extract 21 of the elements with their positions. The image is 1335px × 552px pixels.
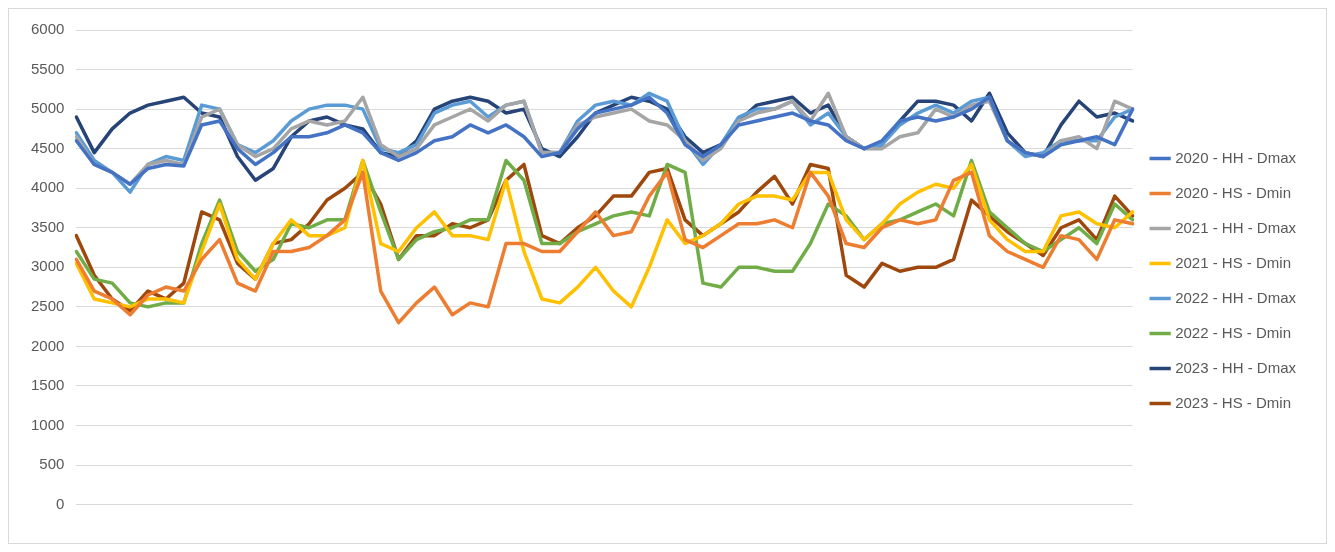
y-tick-label: 2000: [30, 336, 65, 354]
legend-label: 2021 - HS - Dmin: [1175, 253, 1292, 271]
y-tick-label: 5500: [30, 59, 65, 77]
legend-label: 2020 - HH - Dmax: [1175, 148, 1297, 166]
y-tick-label: 4000: [30, 178, 65, 196]
y-tick-label: 2500: [30, 296, 65, 314]
y-tick-label: 3000: [30, 257, 65, 275]
y-tick-label: 1500: [30, 376, 65, 394]
legend-label: 2023 - HS - Dmin: [1175, 393, 1292, 411]
legend-label: 2023 - HH - Dmax: [1175, 358, 1297, 376]
y-tick-label: 0: [56, 494, 65, 512]
legend-label: 2022 - HS - Dmin: [1175, 323, 1292, 341]
y-tick-label: 4500: [30, 138, 65, 156]
legend-label: 2022 - HH - Dmax: [1175, 288, 1297, 306]
legend-label: 2020 - HS - Dmin: [1175, 183, 1292, 201]
y-tick-label: 6000: [30, 20, 65, 38]
y-tick-label: 3500: [30, 217, 65, 235]
y-tick-label: 5000: [30, 99, 65, 117]
y-tick-label: 1000: [30, 415, 65, 433]
y-tick-label: 500: [39, 455, 65, 473]
legend-label: 2021 - HH - Dmax: [1175, 218, 1297, 236]
